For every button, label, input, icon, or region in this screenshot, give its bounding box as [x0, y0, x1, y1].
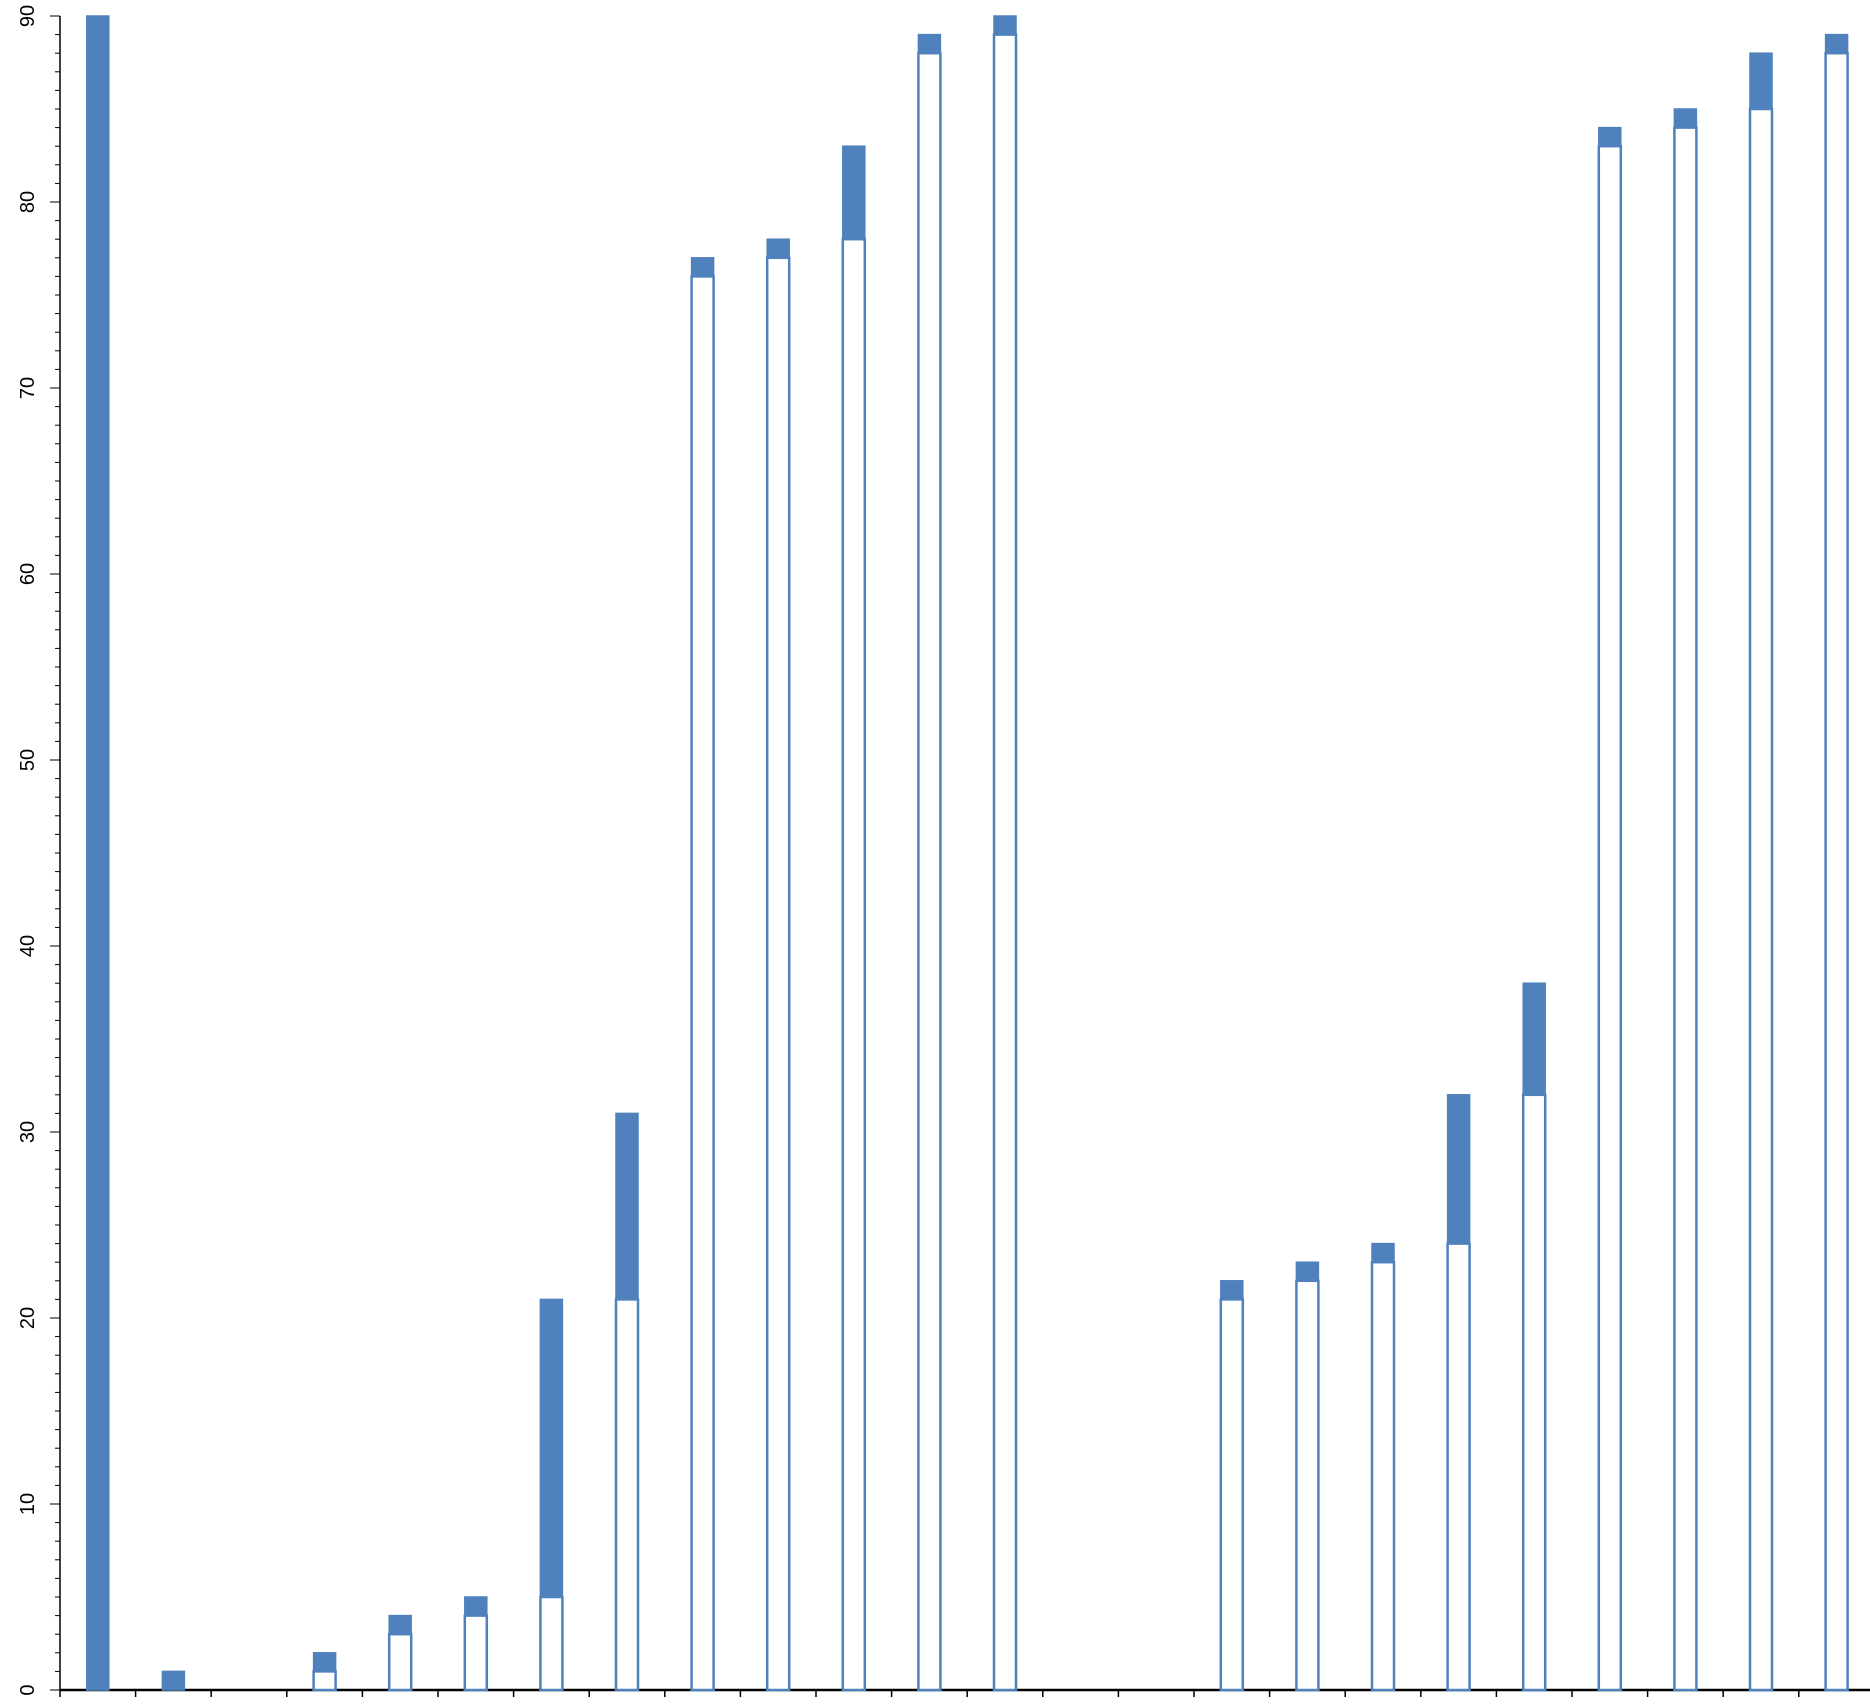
bar-top-segment: [464, 1596, 488, 1617]
bar-top-segment: [1220, 1280, 1244, 1301]
y-axis: 0 10 20 30 40 50 60 70 80 90: [17, 5, 61, 1696]
bar-top-segment: [388, 1614, 412, 1635]
bar-top-segment: [766, 238, 790, 259]
y-tick-label: 40: [17, 935, 39, 957]
y-tick-label: 10: [17, 1493, 39, 1515]
y-tick-label: 0: [17, 1684, 39, 1695]
bar-base-segment: [917, 51, 942, 1692]
bar-top-segment: [1673, 108, 1698, 129]
bar-top-segment: [917, 33, 942, 54]
bar-top-segment: [161, 1670, 186, 1691]
bar-base-segment: [992, 33, 1018, 1692]
y-tick-label: 80: [17, 191, 39, 213]
bar-top-segment: [690, 257, 715, 278]
bar-base-segment: [1597, 144, 1623, 1692]
y-tick-label: 90: [17, 5, 39, 27]
bar-base-segment: [1673, 126, 1698, 1692]
bar-top-segment: [1824, 33, 1849, 54]
bar-top-segment: [1522, 982, 1546, 1096]
bar-top-segment: [539, 1298, 564, 1598]
bar-base-segment: [1295, 1279, 1320, 1692]
bar-base-segment: [1219, 1298, 1245, 1692]
bar-top-segment: [312, 1652, 337, 1673]
bar-base-segment: [841, 237, 867, 1692]
bar-base-segment: [1748, 107, 1774, 1692]
x-axis: [59, 1688, 1870, 1697]
bar-base-segment: [765, 256, 791, 1692]
y-tick-label: 20: [17, 1307, 39, 1329]
bar-top-segment: [86, 15, 110, 1691]
bar-base-segment: [539, 1595, 564, 1692]
bar-top-segment: [1295, 1261, 1320, 1282]
bars: [86, 15, 1849, 1692]
bar-top-segment: [993, 15, 1017, 36]
bar-top-segment: [1598, 126, 1622, 147]
bar-base-segment: [1370, 1260, 1396, 1692]
bar-top-segment: [1371, 1242, 1395, 1263]
bar-top-segment: [1749, 52, 1773, 110]
y-tick-label: 30: [17, 1121, 39, 1143]
y-tick-label: 70: [17, 377, 39, 399]
bar-base-segment: [312, 1670, 337, 1692]
bar-top-segment: [615, 1112, 639, 1301]
bar-base-segment: [387, 1632, 413, 1692]
bar-base-segment: [463, 1614, 489, 1692]
bar-base-segment: [614, 1298, 640, 1692]
y-tick-label: 60: [17, 563, 39, 585]
bar-base-segment: [1521, 1093, 1547, 1692]
bar-base-segment: [1446, 1242, 1471, 1692]
bar-base-segment: [690, 275, 715, 1692]
y-tick-label: 50: [17, 749, 39, 771]
bar-top-segment: [1446, 1094, 1471, 1245]
bar-top-segment: [842, 145, 866, 240]
bar-base-segment: [1824, 51, 1849, 1692]
